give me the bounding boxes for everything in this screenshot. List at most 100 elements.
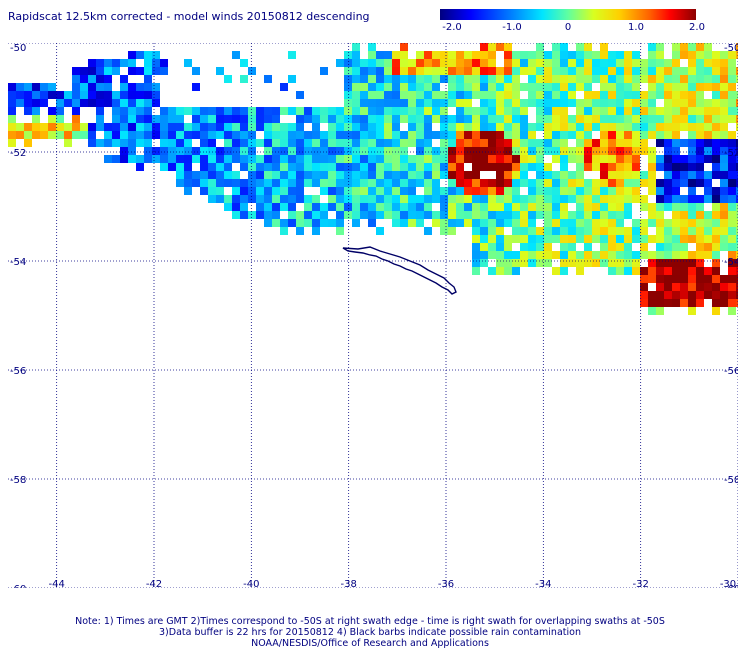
wind-cell (680, 203, 688, 211)
map-panel: -44 -42 -40 -38 -36 -34 -32 -30 -50 -50 -52 -52 -54-… (8, 43, 738, 588)
wind-cell (16, 83, 24, 91)
wind-cell (392, 187, 400, 195)
wind-cell (680, 227, 688, 235)
wind-cell (560, 171, 568, 179)
wind-cell (72, 91, 80, 99)
wind-cell (200, 123, 208, 131)
wind-cell (472, 155, 480, 163)
wind-cell (656, 91, 664, 99)
wind-cell (512, 227, 520, 235)
wind-cell (704, 179, 712, 187)
wind-cell (128, 51, 136, 59)
wind-cell (576, 259, 584, 267)
wind-cell (728, 163, 736, 171)
wind-cell (584, 179, 592, 187)
wind-cell (384, 211, 392, 219)
wind-cell (512, 51, 520, 59)
wind-cell (648, 203, 656, 211)
wind-cell (272, 203, 280, 211)
wind-cell (224, 75, 232, 83)
wind-cell (664, 243, 672, 251)
wind-cell (656, 131, 664, 139)
wind-cell (320, 179, 328, 187)
wind-cell (584, 227, 592, 235)
wind-cell (328, 195, 336, 203)
wind-cell (688, 267, 696, 275)
wind-cell (480, 211, 488, 219)
wind-cell (472, 147, 480, 155)
wind-cell (528, 259, 536, 267)
wind-cell (520, 163, 528, 171)
wind-cell (472, 259, 480, 267)
wind-cell (120, 147, 128, 155)
wind-cell (232, 171, 240, 179)
wind-cell (720, 235, 728, 243)
wind-cell (560, 235, 568, 243)
wind-cell (56, 107, 64, 115)
wind-cell (360, 155, 368, 163)
wind-cell (720, 243, 728, 251)
wind-cell (624, 203, 632, 211)
wind-cell (336, 219, 344, 227)
wind-cell (528, 147, 536, 155)
wind-cell (368, 187, 376, 195)
wind-cell (640, 275, 648, 283)
wind-cell (560, 75, 568, 83)
wind-cell (608, 235, 616, 243)
wind-cell (384, 195, 392, 203)
wind-cell (440, 131, 448, 139)
wind-cell (536, 227, 544, 235)
wind-cell (376, 163, 384, 171)
wind-cell (296, 91, 304, 99)
wind-cell (520, 203, 528, 211)
wind-cell (536, 59, 544, 67)
wind-cell (272, 131, 280, 139)
wind-cell (456, 139, 464, 147)
wind-cell (664, 283, 672, 291)
wind-cell (256, 203, 264, 211)
wind-cell (568, 219, 576, 227)
wind-cell (120, 91, 128, 99)
wind-cell (432, 155, 440, 163)
wind-cell (528, 219, 536, 227)
wind-cell (576, 99, 584, 107)
wind-cell (408, 163, 416, 171)
wind-cell (128, 91, 136, 99)
wind-cell (544, 75, 552, 83)
wind-cell (480, 163, 488, 171)
wind-cell (592, 179, 600, 187)
wind-cell (576, 115, 584, 123)
wind-cell (728, 307, 736, 315)
wind-cell (648, 155, 656, 163)
wind-cell (584, 67, 592, 75)
wind-cell (336, 131, 344, 139)
wind-cell (656, 155, 664, 163)
wind-cell (592, 67, 600, 75)
wind-cell (584, 99, 592, 107)
wind-cell (432, 163, 440, 171)
wind-cell (688, 75, 696, 83)
wind-cell (712, 91, 720, 99)
wind-cell (248, 67, 256, 75)
wind-cell (560, 187, 568, 195)
wind-cell (688, 307, 696, 315)
wind-cell (712, 155, 720, 163)
wind-cell (200, 131, 208, 139)
wind-cell (680, 51, 688, 59)
wind-cell (696, 203, 704, 211)
wind-cell (424, 155, 432, 163)
wind-cell (280, 83, 288, 91)
wind-cell (136, 51, 144, 59)
wind-cell (344, 131, 352, 139)
wind-cell (328, 163, 336, 171)
wind-cell (728, 203, 736, 211)
wind-cell (400, 91, 408, 99)
wind-cell (504, 147, 512, 155)
wind-cell (424, 75, 432, 83)
wind-cell (480, 203, 488, 211)
wind-cell (584, 123, 592, 131)
wind-cell (344, 179, 352, 187)
wind-cell (496, 259, 504, 267)
wind-cell (544, 195, 552, 203)
wind-cell (408, 107, 416, 115)
